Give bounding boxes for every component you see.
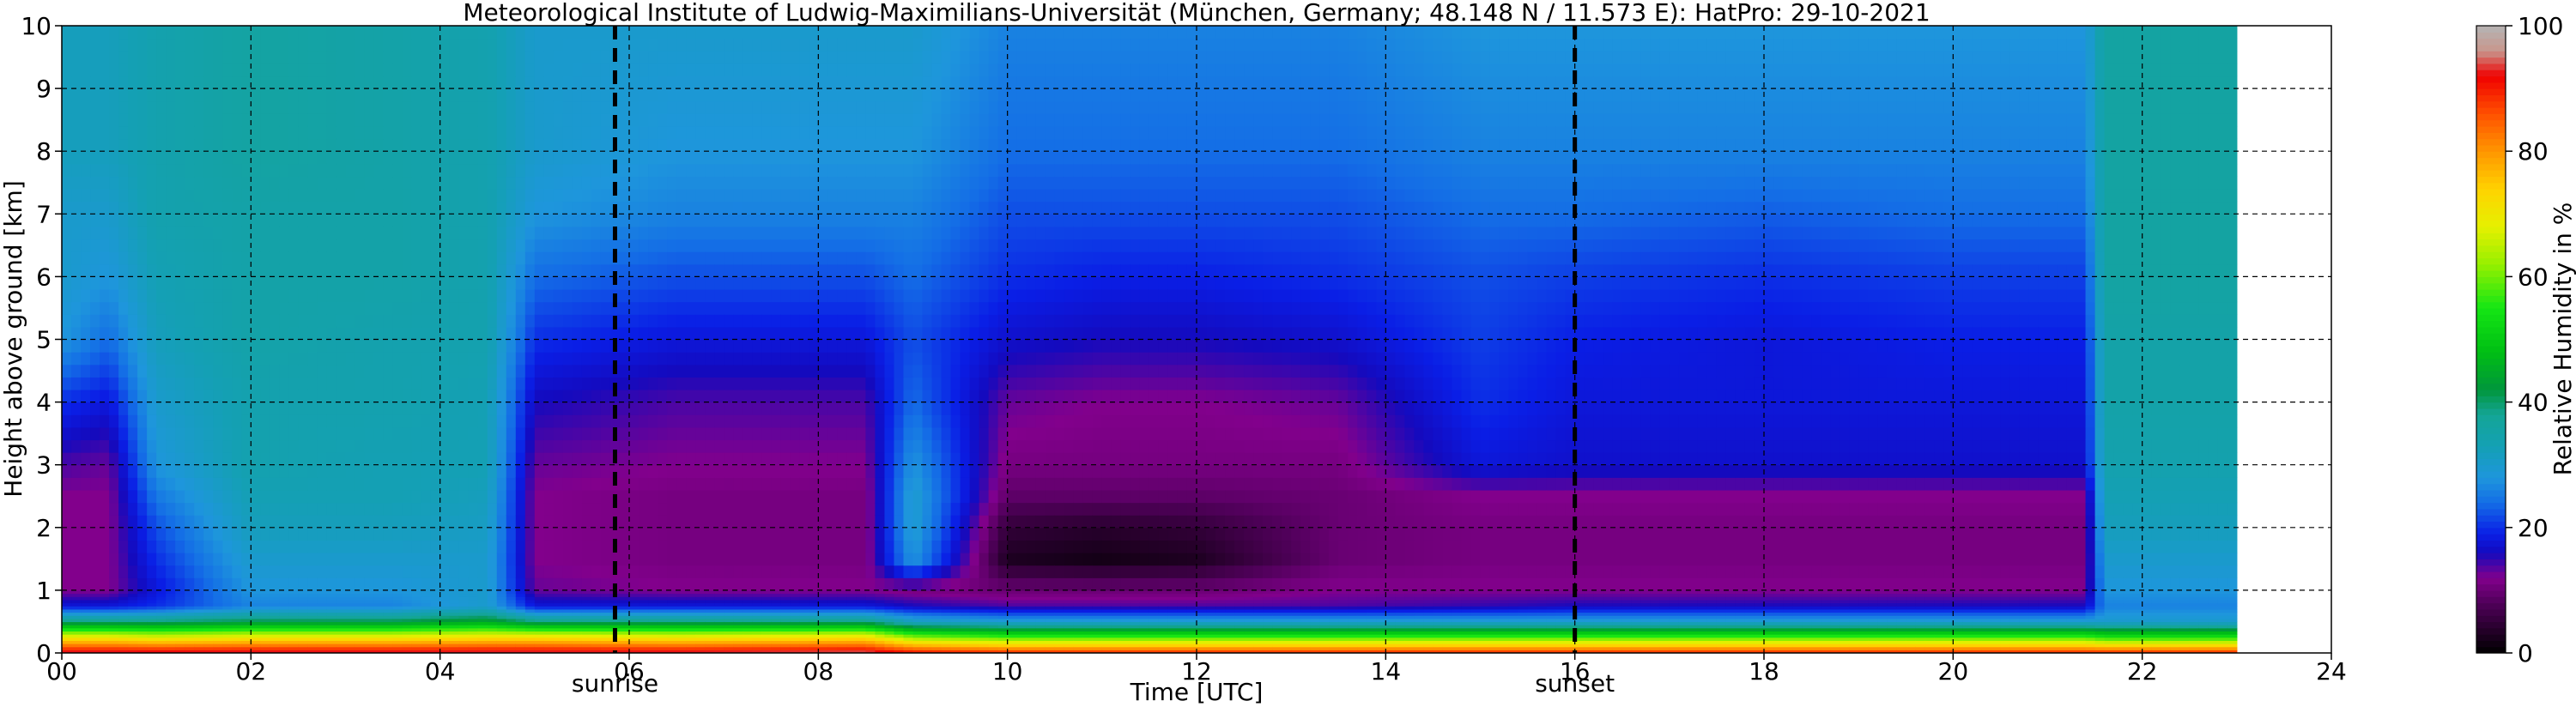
- y-tick-label: 1: [36, 577, 52, 605]
- colorbar-label: Relative Humidity in %: [2549, 202, 2576, 476]
- y-tick-label: 5: [36, 326, 52, 354]
- x-tick-label: 16: [1560, 657, 1591, 686]
- y-tick-label: 4: [36, 389, 52, 417]
- x-tick-label: 10: [992, 657, 1023, 686]
- colorbar-tick-label: 20: [2518, 514, 2549, 542]
- y-tick-label: 10: [21, 12, 52, 40]
- y-tick-label: 9: [36, 75, 52, 103]
- y-tick-label: 8: [36, 137, 52, 166]
- x-tick-label: 06: [614, 657, 645, 686]
- colorbar-tick-label: 0: [2518, 639, 2533, 668]
- heatmap-cells: [62, 26, 2238, 653]
- colorbar-tick-label: 40: [2518, 389, 2549, 417]
- event-label-sunrise: sunrise: [572, 669, 658, 698]
- x-tick-label: 00: [46, 657, 77, 686]
- x-axis-ticks: 00 02 04 06 08 10 12 14 16 18 20 22 24: [46, 653, 2347, 686]
- x-tick-label: 24: [2316, 657, 2347, 686]
- event-lines: sunrise sunset: [572, 26, 1615, 698]
- y-tick-label: 6: [36, 263, 52, 291]
- x-tick-label: 18: [1749, 657, 1779, 686]
- colorbar-ticks: 0 20 40 60 80 100: [2506, 12, 2563, 668]
- event-label-sunset: sunset: [1535, 669, 1615, 698]
- y-tick-label: 3: [36, 451, 52, 480]
- colorbar-tick-label: 100: [2518, 12, 2563, 40]
- x-tick-label: 20: [1938, 657, 1969, 686]
- x-axis-label: Time [UTC]: [1130, 678, 1264, 706]
- y-tick-label: 0: [36, 639, 52, 668]
- x-tick-label: 04: [425, 657, 456, 686]
- x-tick-label: 08: [803, 657, 834, 686]
- colorbar-frame: [2476, 25, 2506, 654]
- colorbar-tick-label: 80: [2518, 137, 2549, 166]
- y-tick-label: 2: [36, 514, 52, 542]
- y-tick-label: 7: [36, 200, 52, 228]
- grid-lines: [62, 26, 2331, 653]
- x-tick-label: 22: [2127, 657, 2158, 686]
- x-tick-label: 02: [236, 657, 267, 686]
- colorbar: [2476, 26, 2506, 654]
- y-axis-label: Height above ground [km]: [0, 180, 27, 498]
- y-axis-ticks: 0 1 2 3 4 5 6 7 8 9 10: [21, 12, 62, 668]
- colorbar-tick-label: 60: [2518, 263, 2549, 291]
- x-tick-label: 12: [1181, 657, 1212, 686]
- x-tick-label: 14: [1371, 657, 1402, 686]
- chart-title: Meteorological Institute of Ludwig-Maxim…: [463, 0, 1930, 27]
